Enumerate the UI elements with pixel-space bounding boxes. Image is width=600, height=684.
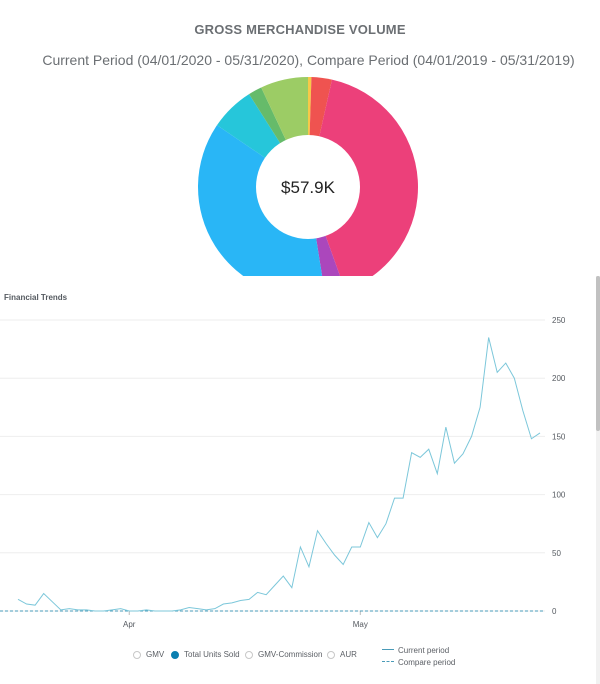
y-tick-label: 0 <box>552 607 557 616</box>
legend-label: AUR <box>340 650 357 659</box>
radio-icon <box>245 651 253 659</box>
legend-label: Current period <box>398 646 449 655</box>
legend-item-gmv-commission[interactable]: GMV-Commission <box>245 650 322 659</box>
radio-selected-icon <box>171 651 179 659</box>
scrollbar-thumb[interactable] <box>596 276 600 431</box>
y-tick-label: 150 <box>552 432 566 441</box>
y-tick-label: 100 <box>552 491 566 500</box>
radio-icon <box>327 651 335 659</box>
legend-label: GMV <box>146 650 164 659</box>
y-tick-label: 50 <box>552 549 561 558</box>
dashed-line-icon <box>382 661 394 662</box>
financial-trends-chart: 0 50 100 150 200 250 Apr May <box>0 0 600 684</box>
legend-item-total-units-sold[interactable]: Total Units Sold <box>171 650 240 659</box>
legend-label: Compare period <box>398 658 455 667</box>
solid-line-icon <box>382 649 394 650</box>
legend-item-aur[interactable]: AUR <box>327 650 357 659</box>
y-tick-label: 250 <box>552 316 566 325</box>
y-tick-label: 200 <box>552 374 566 383</box>
x-tick-label: Apr <box>123 620 136 629</box>
legend-current-period: Current period <box>382 646 449 655</box>
x-tick-label: May <box>353 620 368 629</box>
legend-compare-period: Compare period <box>382 658 455 667</box>
legend-item-gmv[interactable]: GMV <box>133 650 164 659</box>
legend-label: Total Units Sold <box>184 650 240 659</box>
legend-label: GMV-Commission <box>258 650 322 659</box>
radio-icon <box>133 651 141 659</box>
